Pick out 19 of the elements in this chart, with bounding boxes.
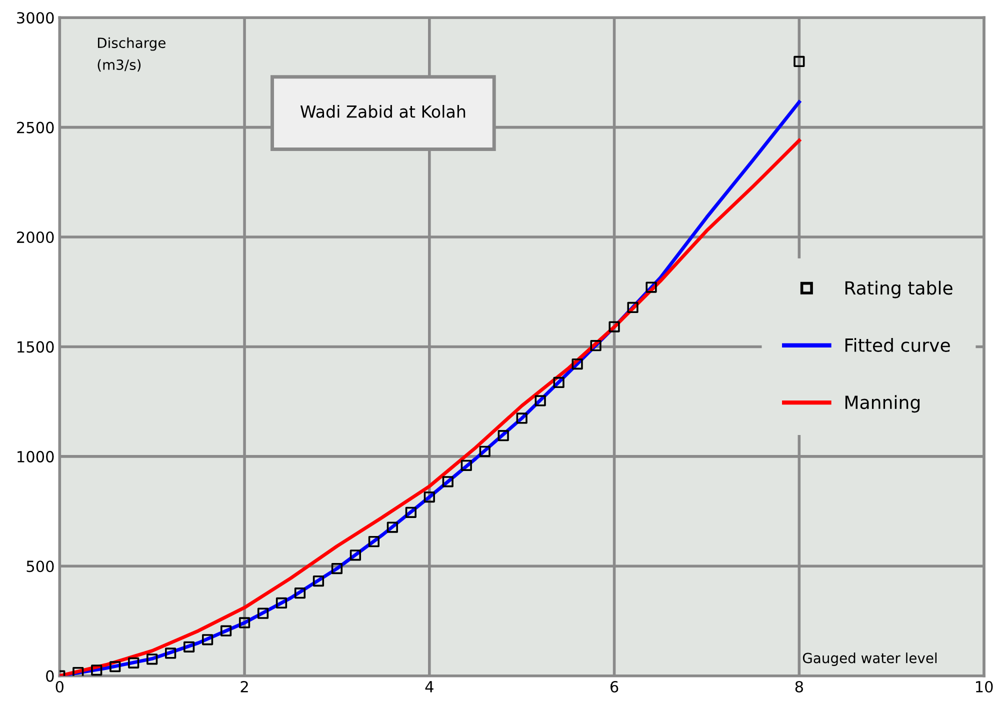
y-tick-label: 2500 bbox=[17, 122, 54, 134]
y-axis-title: Discharge (m3/s) bbox=[98, 37, 166, 72]
x-tick-label: 10 bbox=[976, 680, 993, 693]
legend-label: Rating table bbox=[845, 280, 952, 298]
y-tick-label: 2000 bbox=[17, 231, 54, 244]
legend-label: Fitted curve bbox=[845, 338, 950, 352]
y-tick-label: 500 bbox=[26, 560, 54, 572]
x-tick-label: 4 bbox=[425, 681, 434, 692]
y-tick-label: 3000 bbox=[17, 12, 54, 24]
x-tick-label: 6 bbox=[610, 680, 618, 693]
x-tick-label: 2 bbox=[240, 680, 248, 692]
y-tick-label: 1000 bbox=[18, 450, 54, 462]
x-tick-label: 8 bbox=[795, 680, 803, 693]
y-tick-label: 0 bbox=[46, 670, 54, 682]
legend-label: Manning bbox=[845, 395, 920, 413]
y-tick-label: 1500 bbox=[18, 341, 54, 353]
x-tick-label: 0 bbox=[56, 680, 64, 693]
x-axis-title: Gauged water level bbox=[802, 652, 937, 666]
text: Wadi Zabid at Kolah bbox=[300, 104, 466, 118]
